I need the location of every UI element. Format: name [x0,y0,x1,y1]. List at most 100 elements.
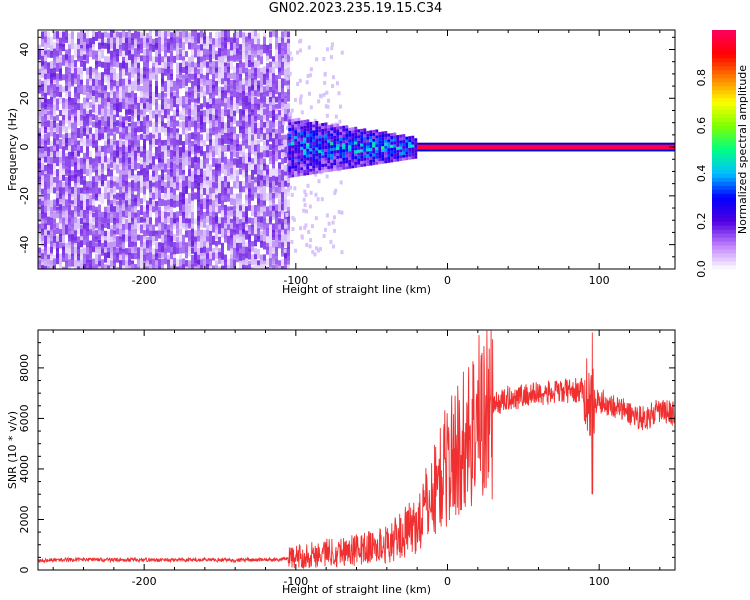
spectrogram-cell [233,80,236,90]
spectrogram-cell [86,86,89,93]
spectrogram-cell [280,145,284,150]
spectrogram-cell [170,246,173,255]
spectrogram-cell [366,157,370,161]
spectrogram-cell [80,168,83,178]
spectrogram-cell [83,180,86,191]
spectrogram-cell [278,80,281,91]
spectrogram-cell [339,140,343,144]
spectrogram-cell [95,210,98,220]
colorbar-segment [712,165,736,170]
spectrogram-cell [176,74,179,83]
spectrogram-cell [152,236,155,246]
spectrogram-cell [125,37,128,45]
spectrogram-cell [71,132,74,144]
spectrogram-cell [399,146,403,150]
spectrogram-cell [53,104,56,115]
spectrogram-cell [291,133,295,137]
spectrogram-cell [221,205,224,212]
spectrogram-cell [260,49,263,57]
spectrogram-cell [125,115,128,125]
spectrogram-cell [68,56,71,66]
spectrogram-cell [80,67,83,78]
spectrogram-cell [215,188,218,196]
spectrogram-cell [300,120,304,124]
spectrogram-cell [146,200,149,209]
spectrogram-cell [176,211,179,221]
spectrogram-cell [89,164,92,176]
spectrogram-cell [209,193,212,201]
spectrogram-cell [107,144,110,154]
spectrogram-cell [300,132,304,136]
spectrogram-cell [206,258,209,266]
spectrogram-cell [41,102,44,112]
spectrogram-cell [128,222,131,231]
spectrogram-cell [209,174,212,186]
spectrogram-cell [89,264,92,269]
spectrogram-cell [402,145,406,149]
spectrogram-cell [248,217,251,224]
spectrogram-cell [98,187,101,197]
spectrogram-cell [212,103,215,110]
spectrogram-cell [74,116,77,123]
spectrogram-cell [62,109,65,120]
colorbar-segment [712,137,736,143]
spectrogram-cell [74,43,77,50]
spectrogram-cell [327,130,331,134]
spectrogram-cell [116,236,119,248]
spectrogram-cell [119,32,122,39]
spectrogram-cell [266,44,269,53]
spectrogram-cell [303,140,307,144]
spectrogram-cell [357,158,361,162]
spectrogram-cell [263,36,266,46]
spectrogram-cell [41,38,44,47]
spectrogram-cell [236,212,239,219]
spectrogram-cell [351,156,355,160]
spectrogram-cell [342,157,346,161]
spectrogram-cell [86,254,89,263]
spectrogram-cell [89,156,92,168]
spectrogram-cell [104,115,107,127]
spectrogram-cell [360,161,364,165]
spectrogram-cell [176,104,179,113]
spectrogram-cell [297,152,301,156]
spectrogram-cell [321,158,325,162]
spectrogram-cell [74,98,77,105]
spectrogram-cell [330,42,334,47]
spectrogram-cell [89,66,92,75]
spectrogram-cell [345,160,349,164]
spectrogram-cell [236,204,239,214]
spectrogram-cell [288,116,292,120]
spectrogram-cell [209,120,212,132]
spectrogram-cell [291,142,295,146]
spectrogram-cell [179,216,182,227]
snr-axes-frame [37,329,676,571]
spectrogram-cell [399,149,403,153]
spectrogram-cell [331,84,335,89]
spectrogram-cell [98,97,101,108]
colorbar-segment [712,133,736,139]
spectrogram-cell [209,180,212,188]
spectrogram-cell [239,210,242,219]
spectrogram-cell [164,187,167,198]
spectrogram-cell [331,75,335,80]
spectrogram-cell [113,49,116,58]
spectrogram-cell [134,145,137,152]
spectrogram-cell [221,48,224,57]
spectrogram-cell [206,49,209,58]
spectrogram-cell [203,36,206,46]
spectrogram-cell [134,60,137,72]
spectrogram-cell [339,167,343,171]
spectrogram-cell [294,124,298,128]
spectrogram-cell [68,97,71,106]
spectrogram-cell [113,68,116,76]
spectrogram-cell [71,224,74,234]
spectrogram-cell [300,140,304,144]
spectrogram-cell [77,116,80,127]
spectrogram-cell [354,147,358,151]
colorbar-segment [712,197,736,202]
spectrogram-cell [203,217,206,228]
spectrogram-cell [143,186,146,196]
spectrogram-cell [107,164,110,172]
spectrogram-cell [330,139,334,143]
spectrogram-cell [354,158,358,162]
